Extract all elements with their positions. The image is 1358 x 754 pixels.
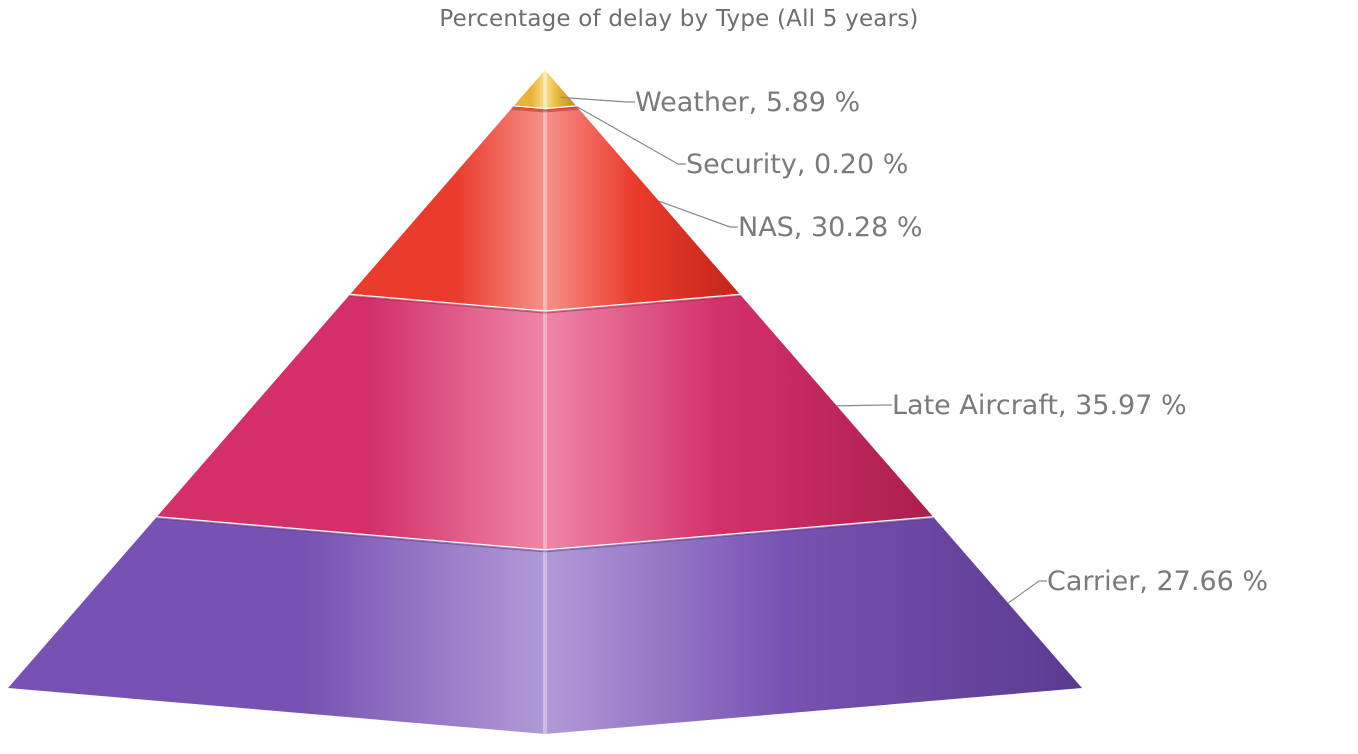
label-nas: NAS, 30.28 % [738,212,923,243]
leader-lines [560,96,1047,604]
label-security: Security, 0.20 % [686,149,908,180]
segment-security-top-edge [512,106,578,112]
segment-security[interactable] [512,106,578,112]
label-carrier: Carrier, 27.66 % [1047,566,1268,597]
segment-late-aircraft-top-edge [348,294,742,314]
segment-weather[interactable] [514,70,576,108]
leader-line-nas [658,200,738,228]
segment-carrier-right-face [545,518,1082,734]
segment-carrier-top-edge [155,517,935,553]
segment-late-aircraft[interactable] [157,294,933,550]
segment-labels: Weather, 5.89 % Security, 0.20 % NAS, 30.2… [635,87,1268,597]
label-weather: Weather, 5.89 % [635,87,860,118]
segment-late-aircraft-left-face [157,295,545,550]
segment-weather-left-face [514,70,545,108]
leader-line-carrier [1007,580,1047,604]
leader-line-weather [560,96,635,103]
segment-nas[interactable] [350,107,740,311]
segment-nas-right-face [545,108,740,311]
pyramid-segments [8,70,1082,734]
label-late-aircraft: Late Aircraft, 35.97 % [892,390,1187,421]
segment-weather-right-face [545,70,576,108]
segment-carrier[interactable] [8,517,1082,734]
leader-line-security [576,106,686,165]
chart-title: Percentage of delay by Type (All 5 years… [439,6,919,32]
segment-late-aircraft-right-face [545,295,933,550]
segment-nas-left-face [350,108,545,311]
segment-carrier-left-face [8,518,545,734]
leader-line-late-aircraft [836,404,892,407]
segment-nas-top-edge [511,107,579,113]
